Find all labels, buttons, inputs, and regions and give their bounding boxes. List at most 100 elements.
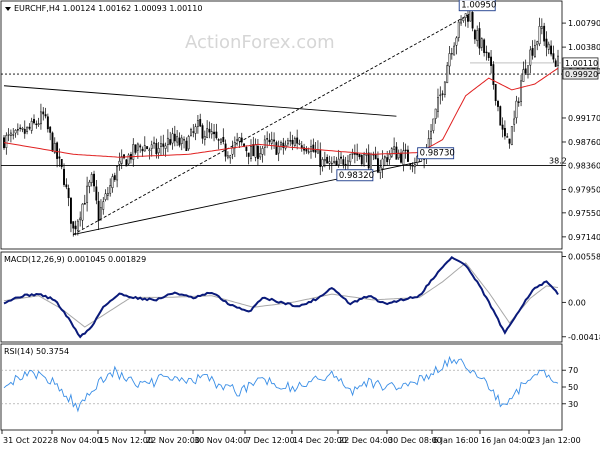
rsi-y-tick-label: 70	[568, 366, 578, 375]
time-tick-label: 14 Dec 20:00	[293, 436, 347, 445]
candle-body	[250, 146, 252, 159]
macd-main-line	[3, 255, 559, 339]
candle-body	[81, 203, 84, 221]
macd-y-axis: 0.005582 0.00 -0.004188	[562, 252, 600, 342]
candle-body	[44, 114, 47, 117]
candle-body	[9, 132, 12, 136]
candle-body	[12, 134, 15, 136]
price-y-axis: 1.007901.003800.999700.991700.987600.983…	[562, 19, 600, 242]
candle-body	[14, 130, 17, 134]
candle-body	[74, 225, 77, 230]
candle-body	[455, 37, 458, 46]
candle-body	[5, 135, 8, 148]
candle-body	[210, 131, 213, 135]
candle-body	[37, 123, 40, 125]
candle-body	[69, 197, 72, 224]
candle-body	[171, 133, 174, 144]
candle-body	[330, 162, 333, 165]
candle-body	[58, 156, 61, 159]
candle-body	[453, 45, 456, 56]
candle-body	[116, 166, 119, 181]
candle-body	[379, 166, 382, 174]
candle-body	[363, 154, 366, 166]
candle-body	[127, 154, 130, 165]
candle-body	[162, 143, 165, 147]
price-panel-frame	[0, 0, 563, 250]
candle-body	[469, 10, 472, 22]
candle-body	[467, 15, 469, 22]
candle-body	[56, 142, 59, 159]
trendline	[73, 13, 471, 235]
candle-body	[261, 148, 264, 155]
candle-body	[51, 132, 54, 152]
rsi-y-tick-label: 30	[568, 400, 578, 409]
candle-body	[289, 140, 292, 142]
candle-body	[321, 159, 324, 167]
candle-body	[550, 45, 553, 55]
candle-body	[397, 153, 400, 159]
candle-body	[323, 159, 326, 162]
candle-body	[125, 159, 128, 167]
candle-body	[245, 147, 248, 152]
candle-body	[160, 143, 162, 147]
candle-body	[208, 128, 211, 133]
candle-body	[522, 69, 525, 82]
candle-body	[97, 200, 100, 221]
price-annotation-box	[336, 169, 374, 182]
candle-body	[185, 140, 188, 151]
candle-body	[100, 207, 102, 220]
candle-body	[340, 156, 342, 159]
time-tick-label: 30 Dec 08:00	[388, 436, 442, 445]
candle-body	[86, 185, 89, 203]
candle-body	[497, 101, 499, 107]
time-tick-label: 7 Dec 12:00	[246, 436, 295, 445]
candle-body	[88, 181, 91, 187]
candle-body	[222, 137, 225, 142]
price-annotation-box	[417, 147, 455, 160]
candle-body	[215, 131, 218, 139]
candle-body	[513, 118, 516, 125]
candle-body	[104, 193, 107, 200]
candle-body	[143, 145, 146, 152]
price-annotation-box	[458, 0, 496, 12]
candle-body	[328, 161, 331, 164]
candle-body	[109, 185, 112, 194]
candle-body	[437, 97, 439, 112]
candle-body	[473, 30, 476, 40]
candle-body	[480, 38, 483, 48]
candle-body	[374, 153, 377, 160]
candle-body	[153, 142, 155, 144]
price-annotation-label: 0.98730	[420, 149, 455, 159]
candle-body	[213, 131, 216, 135]
candle-body	[450, 53, 453, 55]
candle-body	[76, 220, 79, 231]
candle-body	[390, 148, 393, 157]
collapse-triangle-icon[interactable]	[5, 7, 11, 11]
candle-body	[141, 148, 144, 152]
price-y-tick-label: 0.97950	[568, 185, 600, 194]
candle-body	[471, 12, 474, 29]
time-tick-label: 22 Nov 20:00	[146, 436, 200, 445]
candle-body	[407, 149, 409, 162]
candle-body	[252, 144, 255, 157]
candle-body	[333, 161, 336, 163]
price-panel: ActionForex.com EURCHF,H4 1.00124 1.0016…	[0, 0, 600, 250]
candle-body	[413, 164, 416, 168]
candle-body	[280, 142, 282, 146]
price-annotation-label: 0.98320	[339, 171, 374, 181]
candle-body	[319, 150, 322, 167]
candle-body	[254, 144, 257, 158]
macd-y-tick-label: 0.005582	[568, 252, 600, 261]
candle-body	[180, 137, 183, 145]
candle-body	[7, 134, 10, 136]
macd-panel-frame	[0, 251, 563, 343]
candle-body	[173, 133, 176, 142]
candle-body	[446, 65, 449, 84]
candle-body	[314, 150, 317, 153]
candle-body	[533, 45, 536, 58]
candle-body	[547, 43, 550, 50]
symbol-header: EURCHF,H4 1.00124 1.00162 1.00093 1.0011…	[14, 4, 202, 13]
candle-body	[220, 138, 222, 143]
candle-body	[123, 154, 125, 159]
macd-lines	[3, 255, 559, 339]
